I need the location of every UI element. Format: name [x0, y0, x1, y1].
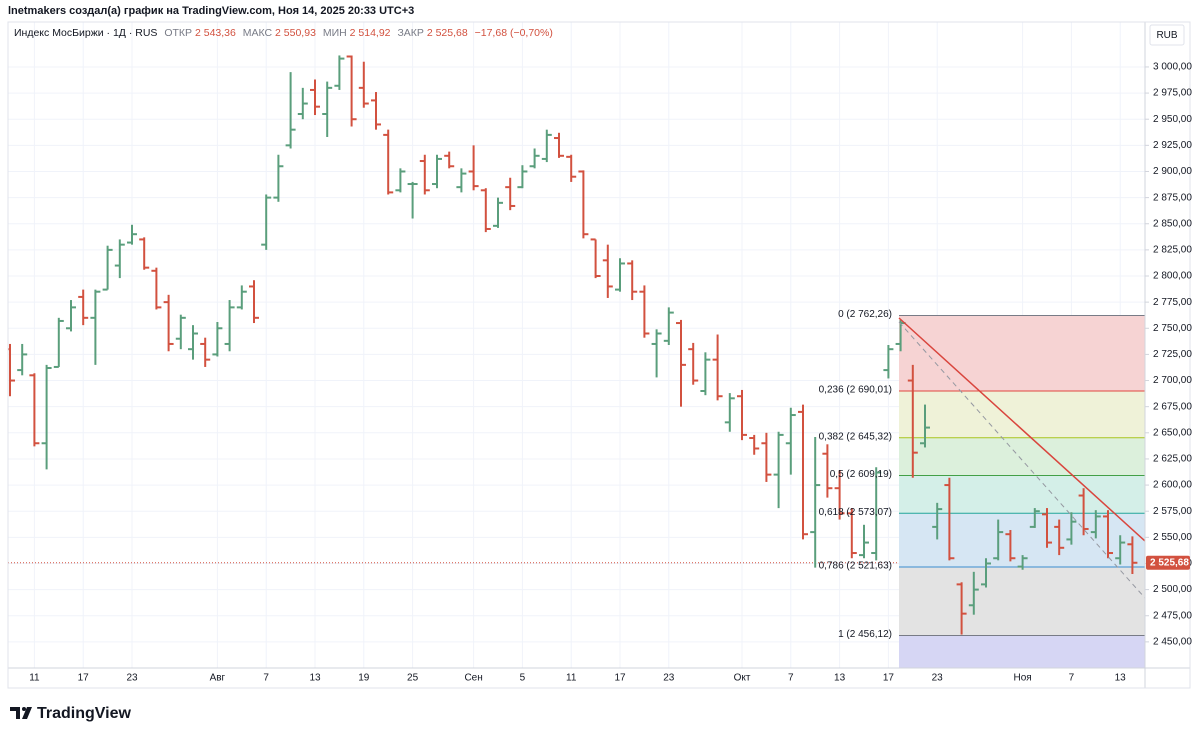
x-tick-label: 7 [788, 673, 794, 684]
fib-label: 0,382 (2 645,32) [819, 431, 892, 442]
fib-label: 0,236 (2 690,01) [819, 385, 892, 396]
legend-key: ЗАКР [397, 27, 423, 39]
fib-band [899, 635, 1145, 668]
x-tick-label: 7 [1069, 673, 1075, 684]
x-tick-label: 23 [663, 673, 675, 684]
y-tick-label: 2 575,00 [1153, 506, 1192, 517]
y-tick-label: 2 850,00 [1153, 218, 1192, 229]
x-tick-label: Авг [210, 673, 226, 684]
currency-box [1149, 24, 1185, 46]
y-tick-label: 2 925,00 [1153, 140, 1192, 151]
legend-value: 2 550,93 [275, 27, 316, 39]
fib-band [899, 566, 1145, 636]
y-tick-label: 2 800,00 [1153, 271, 1192, 282]
trendline-dashed [898, 321, 1145, 599]
y-tick-label: 2 450,00 [1153, 637, 1192, 648]
x-tick-label: 13 [309, 673, 321, 684]
legend-value: 2 514,92 [350, 27, 391, 39]
symbol: Индекс МосБиржи · 1Д · RUS [14, 27, 157, 39]
fib-label: 0,5 (2 609,19) [830, 469, 892, 480]
trendline [898, 317, 1145, 542]
logo: TradingView [10, 705, 132, 722]
x-tick-label: Сен [464, 673, 482, 684]
trendlines [898, 317, 1145, 599]
legend-key: МАКС [243, 27, 273, 39]
y-tick-label: 2 775,00 [1153, 297, 1192, 308]
fib-label: 0,786 (2 521,63) [819, 561, 892, 572]
y-tick-label: 2 550,00 [1153, 532, 1192, 543]
frame [7, 21, 1191, 689]
x-tick-label: 19 [358, 673, 370, 684]
y-tick-label: 2 725,00 [1153, 349, 1192, 360]
last-price-box [1146, 555, 1190, 570]
last-price-label: 2 525,68 [1150, 557, 1189, 568]
legend-value: 2 525,68 [427, 27, 468, 39]
y-tick-label: 2 825,00 [1153, 245, 1192, 256]
y-tick-label: 2 500,00 [1153, 584, 1192, 595]
y-tick-label: 2 650,00 [1153, 427, 1192, 438]
x-tick-label: 17 [883, 673, 895, 684]
x-tick-label: Ноя [1013, 673, 1031, 684]
bars [8, 55, 1138, 635]
legend-change: −17,68 (−0,70%) [475, 27, 553, 39]
y-tick-label: 2 475,00 [1153, 610, 1192, 621]
x-tick-label: 25 [407, 673, 419, 684]
y-tick-label: 2 875,00 [1153, 192, 1192, 203]
y-tick-label: 2 900,00 [1153, 166, 1192, 177]
y-tick-label: 2 950,00 [1153, 114, 1192, 125]
y-tick-label: 2 975,00 [1153, 88, 1192, 99]
header: lnetmakers создал(а) график на TradingVi… [8, 5, 414, 17]
x-tick-label: 7 [263, 673, 269, 684]
fib-retracement [899, 314, 1145, 668]
y-tick-label: 2 750,00 [1153, 323, 1192, 334]
x-tick-label: 13 [834, 673, 846, 684]
x-tick-label: 11 [29, 673, 40, 684]
fib-band [899, 475, 1145, 514]
fib-label: 0 (2 762,26) [838, 309, 892, 320]
logo-icon [22, 707, 32, 719]
legend-key: ОТКР [164, 27, 192, 39]
x-tick-label: 17 [614, 673, 626, 684]
currency: RUB [1156, 30, 1177, 41]
x-tick-label: 13 [1115, 673, 1127, 684]
x-tick-label: 17 [78, 673, 90, 684]
y-tick-label: 2 700,00 [1153, 375, 1192, 386]
logo-text: TradingView [37, 705, 132, 722]
legend: Индекс МосБиржи · 1Д · RUS ОТКР 2 543,36… [14, 27, 553, 39]
fib-band [899, 390, 1145, 438]
x-tick-label: 23 [932, 673, 944, 684]
legend-key: МИН [323, 27, 347, 39]
x-tick-label: Окт [734, 673, 751, 684]
x-tick-label: 23 [126, 673, 138, 684]
fib-band [899, 315, 1145, 391]
x-tick-label: 11 [566, 673, 577, 684]
legend-value: 2 543,36 [195, 27, 236, 39]
y-tick-label: 2 625,00 [1153, 454, 1192, 465]
y-tick-label: 3 000,00 [1153, 62, 1192, 73]
x-tick-label: 5 [520, 673, 526, 684]
fib-band [899, 437, 1145, 476]
logo-icon [10, 707, 20, 719]
overlay: 0 (2 762,26) 0,236 (2 690,01) 0,382 (2 645… [819, 309, 892, 640]
fib-label: 0,618 (2 573,07) [819, 507, 892, 518]
y-tick-label: 2 675,00 [1153, 401, 1192, 412]
fib-label: 1 (2 456,12) [838, 629, 892, 640]
logo-icon [22, 707, 26, 711]
y-tick-label: 2 600,00 [1153, 480, 1192, 491]
